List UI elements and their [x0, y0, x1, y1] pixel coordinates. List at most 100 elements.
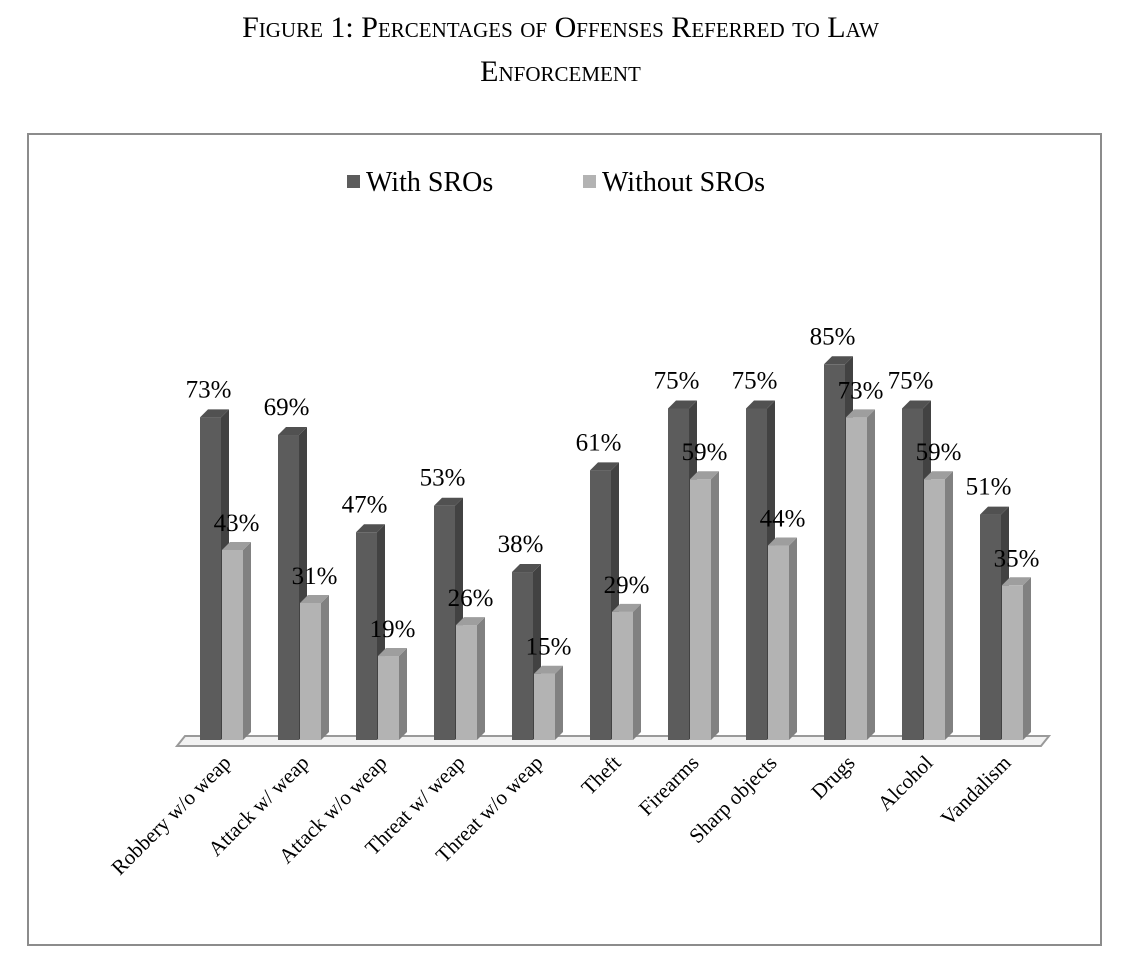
figure-title-line-2: Enforcement	[480, 55, 641, 88]
bar-top-face	[356, 524, 385, 533]
bar-side-face	[477, 617, 485, 740]
bar-without-sros-robbery-w-o-weap	[222, 541, 251, 740]
data-label-without-sros-vandalism: 35%	[994, 545, 1040, 572]
bar-front-face	[1002, 585, 1023, 740]
bar-front-face	[300, 602, 321, 740]
data-label-with-sros-attack-w-o-weap: 47%	[342, 491, 388, 518]
bar-without-sros-drugs	[846, 409, 875, 740]
bar-side-face	[321, 594, 329, 740]
bar-top-face	[434, 497, 463, 506]
bar-side-face	[789, 537, 797, 740]
chart-frame: With SROs Without SROs 73% 43% 69% 31% 47% 19%…	[27, 133, 1102, 946]
bar-top-face	[846, 409, 875, 418]
bar-top-face	[824, 356, 853, 365]
data-label-without-sros-theft: 29%	[604, 572, 650, 599]
bar-front-face	[590, 470, 611, 740]
bar-without-sros-threat-w-o-weap	[534, 665, 563, 740]
bar-front-face	[746, 408, 767, 740]
bar-top-face	[590, 462, 619, 471]
bar-front-face	[456, 625, 477, 740]
category-label-drugs: Drugs	[806, 751, 859, 804]
bar-top-face	[668, 400, 697, 409]
data-label-with-sros-robbery-w-o-weap: 73%	[186, 376, 232, 403]
bars-group	[200, 356, 1031, 740]
data-label-without-sros-robbery-w-o-weap: 43%	[214, 510, 260, 537]
data-label-without-sros-sharp-objects: 44%	[760, 506, 806, 533]
bar-side-face	[243, 541, 251, 740]
bar-top-face	[924, 471, 953, 480]
data-labels-group: 73% 43% 69% 31% 47% 19% 53% 26%38% 15% 61% 29% 75% 5…	[186, 323, 1040, 660]
bar-front-face	[846, 417, 867, 740]
bar-top-face	[300, 594, 329, 603]
bar-top-face	[456, 617, 485, 626]
legend-item-with-sros: With SROs	[347, 167, 493, 198]
bar-without-sros-vandalism	[1002, 577, 1031, 740]
bar-without-sros-attack-w-weap	[300, 594, 329, 740]
legend: With SROs Without SROs	[347, 167, 765, 198]
bar-side-face	[867, 409, 875, 740]
data-label-without-sros-firearms: 59%	[682, 439, 728, 466]
data-label-with-sros-vandalism: 51%	[966, 474, 1012, 501]
bar-front-face	[690, 479, 711, 740]
bar-front-face	[612, 611, 633, 740]
data-label-without-sros-drugs: 73%	[838, 377, 884, 404]
data-label-without-sros-attack-w-o-weap: 19%	[370, 616, 416, 643]
figure-title-line-1: Figure 1: Percentages of Offenses Referr…	[242, 11, 879, 44]
data-label-with-sros-attack-w-weap: 69%	[264, 394, 310, 421]
bar-without-sros-firearms	[690, 471, 719, 740]
bar-side-face	[399, 648, 407, 740]
bar-without-sros-theft	[612, 603, 641, 740]
bar-without-sros-threat-w-weap	[456, 617, 485, 740]
data-label-without-sros-alcohol: 59%	[916, 439, 962, 466]
bar-top-face	[690, 471, 719, 480]
bar-top-face	[768, 537, 797, 546]
bar-without-sros-attack-w-o-weap	[378, 648, 407, 740]
bar-top-face	[980, 506, 1009, 515]
legend-swatch-without-sros	[583, 175, 596, 188]
bar-front-face	[200, 417, 221, 740]
bar-top-face	[902, 400, 931, 409]
bar-front-face	[222, 549, 243, 740]
data-label-without-sros-attack-w-weap: 31%	[292, 563, 338, 590]
bar-top-face	[534, 665, 563, 674]
legend-item-without-sros: Without SROs	[583, 167, 765, 198]
data-label-with-sros-threat-w-o-weap: 38%	[498, 531, 544, 558]
bar-chart: With SROs Without SROs 73% 43% 69% 31% 47% 19%…	[106, 167, 1052, 880]
bar-top-face	[512, 564, 541, 573]
data-label-with-sros-alcohol: 75%	[888, 368, 934, 395]
bar-top-face	[278, 427, 307, 436]
bar-front-face	[824, 364, 845, 740]
bar-front-face	[512, 572, 533, 740]
bar-front-face	[980, 514, 1001, 740]
bar-with-sros-attack-w-weap	[278, 427, 307, 740]
data-label-without-sros-threat-w-o-weap: 15%	[526, 634, 572, 661]
data-label-without-sros-threat-w-weap: 26%	[448, 585, 494, 612]
figure-title: Figure 1: Percentages of Offenses Referr…	[0, 6, 1121, 94]
data-label-with-sros-sharp-objects: 75%	[732, 368, 778, 395]
category-label-firearms: Firearms	[634, 751, 704, 821]
data-label-with-sros-firearms: 75%	[654, 368, 700, 395]
bar-front-face	[278, 435, 299, 740]
data-label-with-sros-threat-w-weap: 53%	[420, 465, 466, 492]
bar-top-face	[746, 400, 775, 409]
category-label-alcohol: Alcohol	[873, 750, 938, 815]
bar-top-face	[378, 648, 407, 657]
bar-side-face	[1023, 577, 1031, 740]
legend-label-with-sros: With SROs	[366, 167, 493, 198]
data-label-with-sros-theft: 61%	[576, 429, 622, 456]
bar-front-face	[434, 505, 455, 740]
bar-side-face	[633, 603, 641, 740]
bar-front-face	[768, 545, 789, 740]
bar-top-face	[612, 603, 641, 612]
bar-front-face	[902, 408, 923, 740]
bar-top-face	[1002, 577, 1031, 586]
bar-front-face	[534, 673, 555, 740]
bar-front-face	[668, 408, 689, 740]
bar-side-face	[555, 665, 563, 740]
category-label-robbery-w-o-weap: Robbery w/o weap	[106, 751, 235, 880]
data-label-with-sros-drugs: 85%	[810, 323, 856, 350]
bar-front-face	[356, 532, 377, 740]
bar-top-face	[200, 409, 229, 418]
bar-without-sros-sharp-objects	[768, 537, 797, 740]
